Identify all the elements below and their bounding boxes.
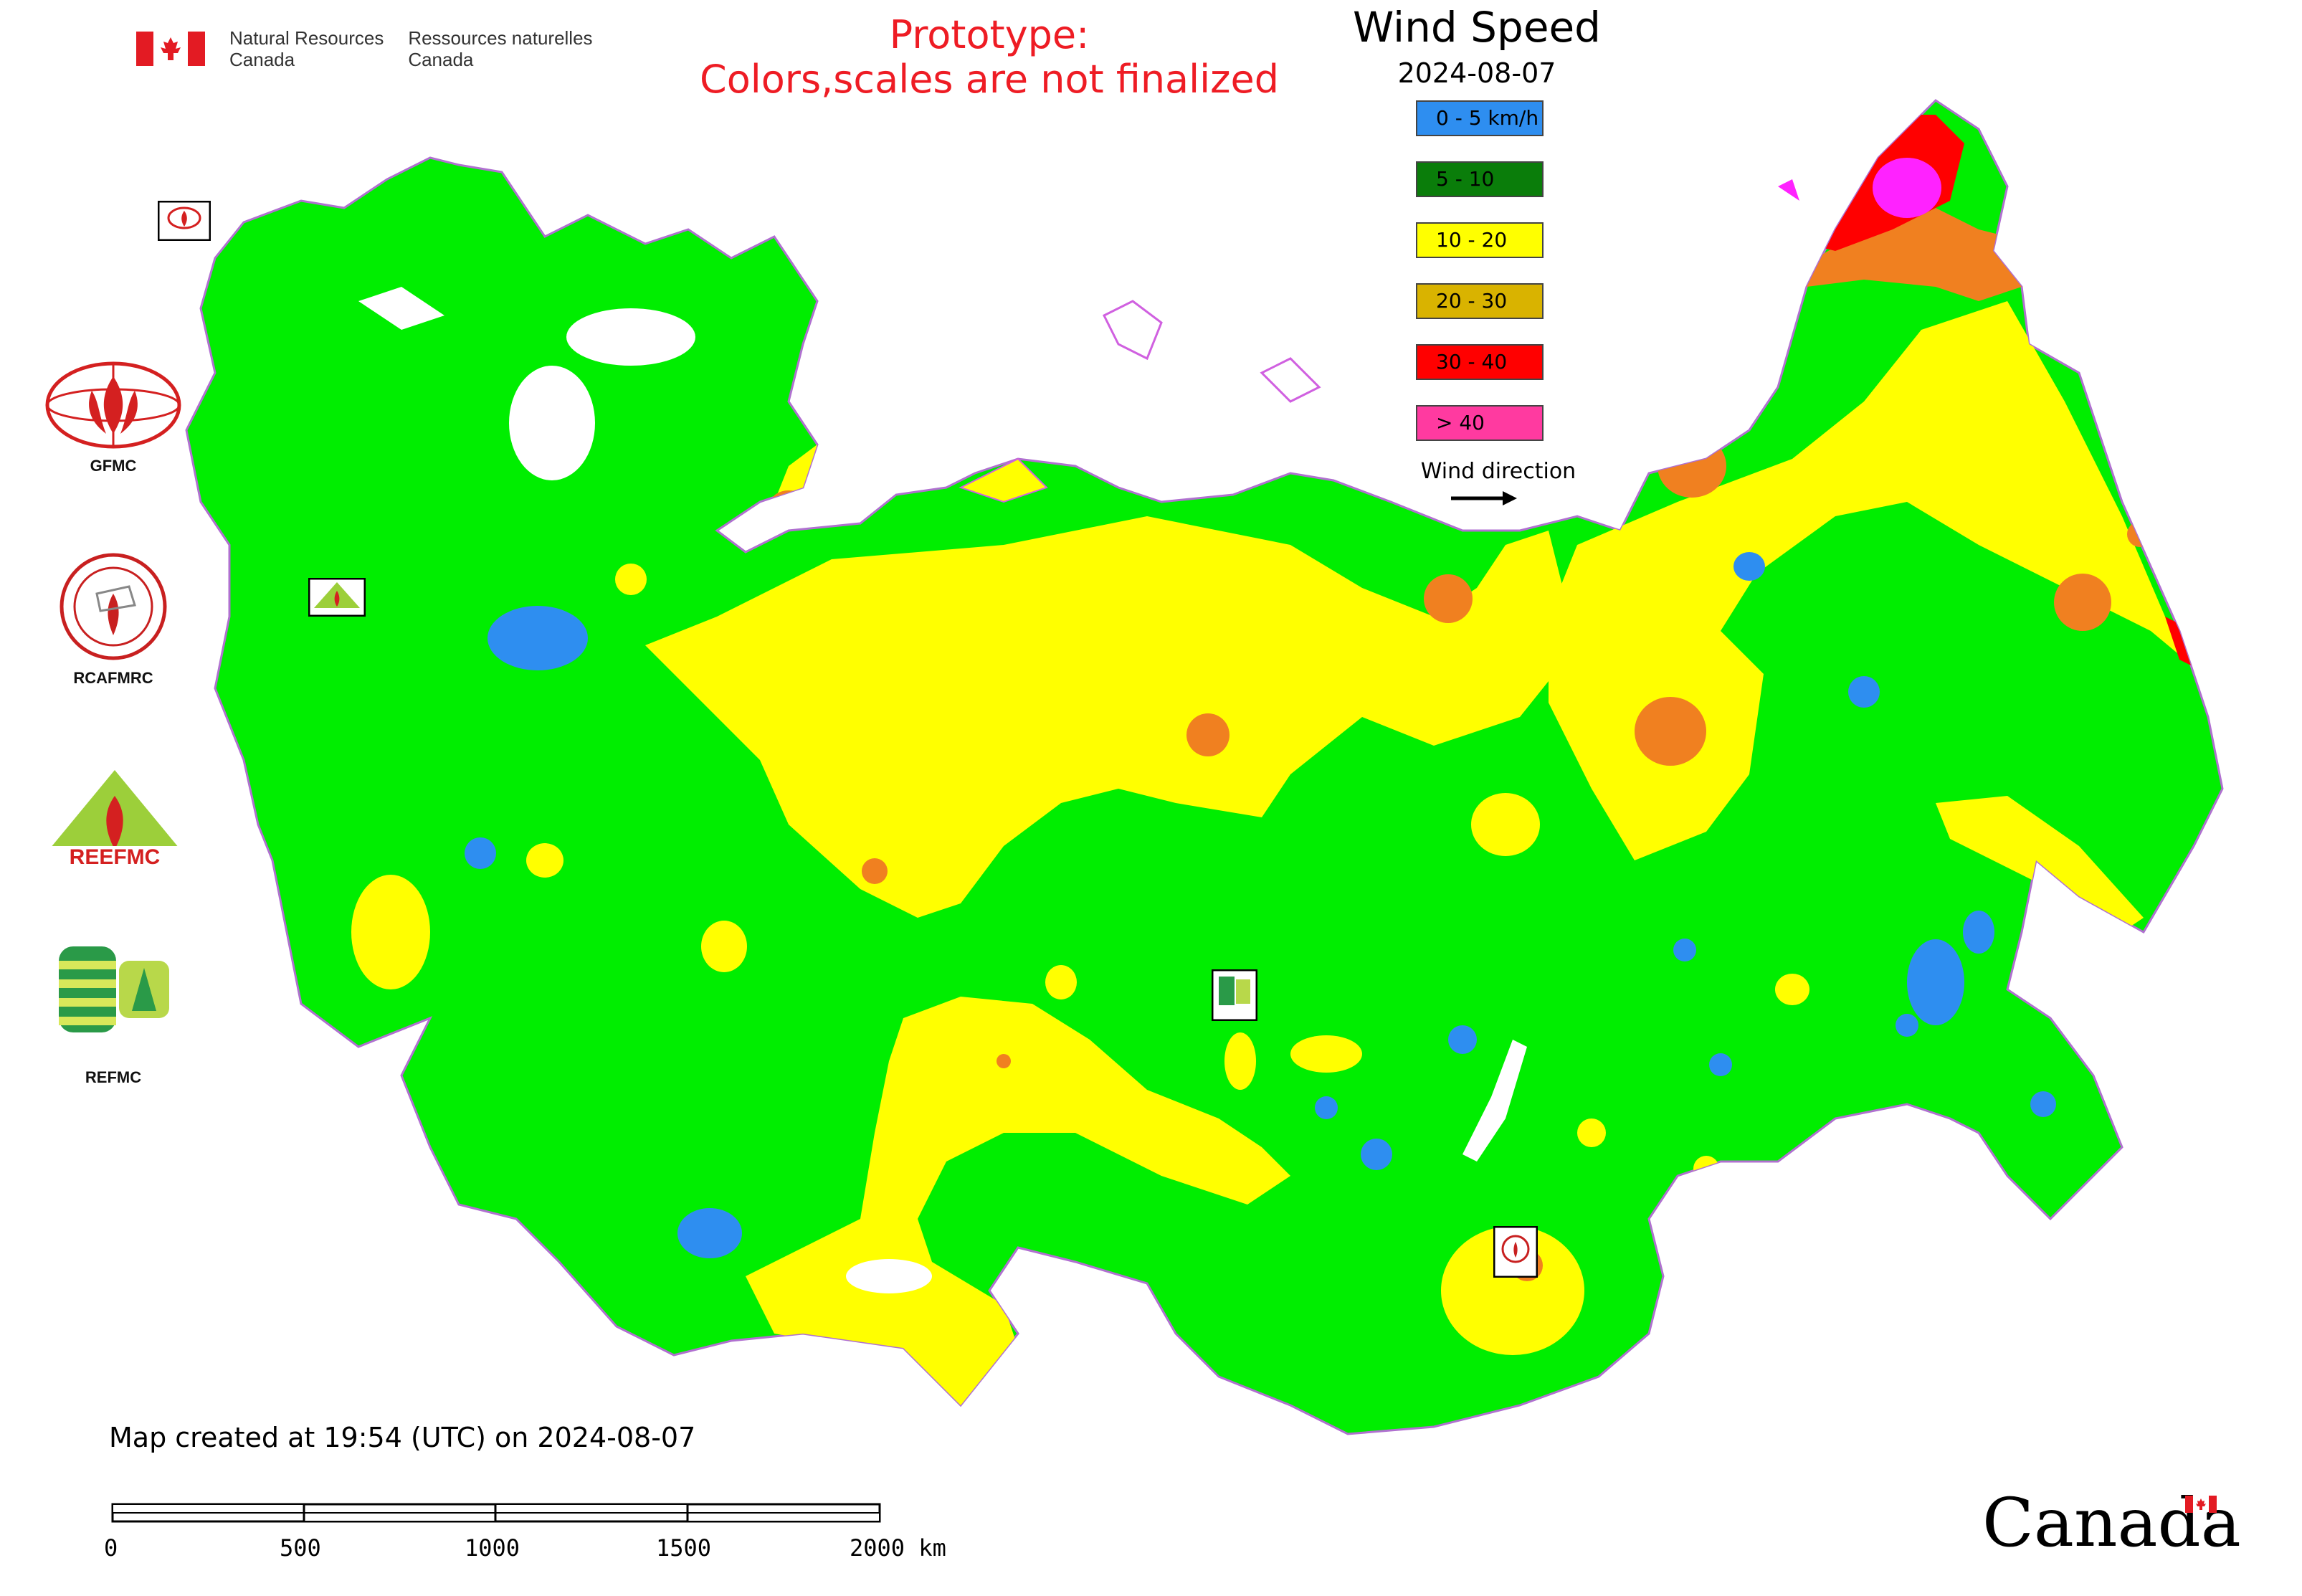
svg-text:REEFMC: REEFMC (70, 845, 161, 869)
prototype-notice-line1: Prototype: (889, 12, 1090, 57)
rcafmrc-map-marker-icon (1493, 1226, 1538, 1278)
scale-tick-2000: 2000 km (850, 1534, 946, 1562)
nrcan-header: Natural Resources Canada Ressources natu… (136, 27, 593, 70)
refmc-logo-icon (59, 946, 172, 1032)
wind-direction-label: Wind direction (1420, 459, 1576, 484)
refmc-label: REFMC (85, 1068, 142, 1086)
scale-tick-0: 0 (104, 1534, 118, 1562)
scale-tick-500: 500 (280, 1534, 321, 1562)
rcafmrc-logo-icon (60, 553, 167, 660)
legend-class-10-20: 10 - 20 (1416, 222, 1544, 258)
rcafmrc-label: RCAFMRC (73, 669, 153, 687)
map-created-timestamp: Map created at 19:54 (UTC) on 2024-08-07 (109, 1422, 696, 1453)
agency-en-line1: Natural Resources (229, 27, 384, 49)
reefmc-logo-icon: REEFMC (40, 770, 189, 869)
wordmark-flag-icon (2185, 1496, 2217, 1513)
legend-title: Wind Speed (1352, 3, 1602, 52)
prototype-notice-line2: Colors,scales are not finalized (700, 57, 1279, 102)
canada-wordmark: Canada (1982, 1484, 2241, 1562)
agency-fr-line2: Canada (408, 49, 474, 70)
refmc-map-marker-icon (1212, 969, 1257, 1021)
legend-class-5-10: 5 - 10 (1416, 161, 1544, 197)
wind-direction-arrow-icon (1451, 491, 1517, 505)
legend-class-20-30: 20 - 30 (1416, 283, 1544, 319)
gfmc-logo-icon (45, 361, 181, 449)
legend-class-over-40: > 40 (1416, 405, 1544, 441)
legend-class-30-40: 30 - 40 (1416, 344, 1544, 380)
scale-tick-1000: 1000 (465, 1534, 520, 1562)
gfmc-map-marker-icon (158, 201, 211, 241)
prototype-notice: Prototype: Colors,scales are not finaliz… (645, 13, 1333, 102)
gfmc-label: GFMC (90, 457, 137, 475)
scale-tick-1500: 1500 (656, 1534, 712, 1562)
canada-flag-icon (136, 32, 205, 66)
agency-en-line2: Canada (229, 49, 295, 70)
agency-fr-line1: Ressources naturelles (408, 27, 593, 49)
reefmc-map-marker-icon (308, 578, 366, 617)
scale-bar (111, 1503, 881, 1523)
legend-date: 2024-08-07 (1397, 57, 1556, 89)
legend-class-0-5: 0 - 5 km/h (1416, 100, 1544, 136)
